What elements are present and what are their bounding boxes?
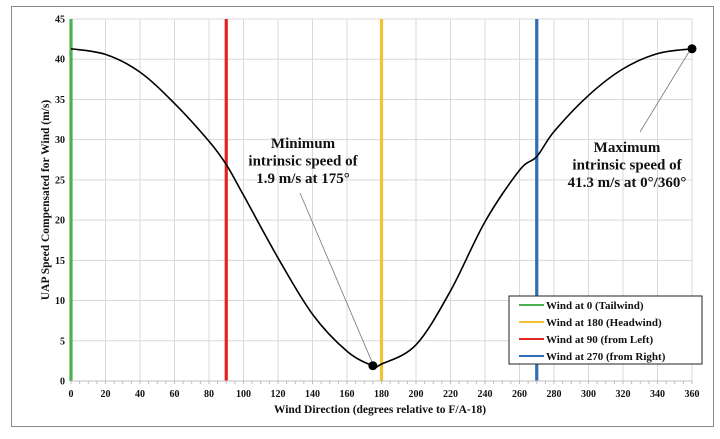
legend-label: Wind at 270 (from Right) (546, 351, 666, 363)
y-tick-label: 40 (55, 55, 65, 66)
annotation-text: 1.9 m/s at 175° (256, 171, 350, 187)
data-point-marker (687, 44, 697, 54)
annotation-text: intrinsic speed of (572, 158, 682, 174)
chart-frame (11, 6, 714, 427)
y-tick-label: 35 (55, 95, 65, 106)
annotation-text: intrinsic speed of (248, 154, 358, 170)
y-tick-label: 45 (55, 15, 65, 26)
legend-label: Wind at 0 (Tailwind) (546, 300, 644, 312)
legend-label: Wind at 180 (Headwind) (546, 317, 662, 329)
y-tick-label: 10 (55, 296, 65, 307)
x-tick-label: 180 (374, 389, 389, 400)
y-tick-label: 30 (55, 135, 65, 146)
legend: Wind at 0 (Tailwind) Wind at 180 (Headwin… (508, 295, 703, 365)
x-tick-label: 140 (305, 389, 320, 400)
y-tick-label: 20 (55, 216, 65, 227)
y-axis-title: UAP Speed Compensated for Wind (m/s) (40, 100, 52, 300)
axes: 0 20 40 60 80 100 120 140 160 180 200 220 240 260 280 3… (55, 15, 700, 401)
x-tick-label: 200 (409, 389, 424, 400)
annotation-text: Maximum (594, 140, 661, 156)
x-tick-label: 120 (271, 389, 286, 400)
x-tick-label: 360 (685, 389, 700, 400)
x-tick-label: 100 (236, 389, 251, 400)
x-tick-label: 240 (478, 389, 493, 400)
x-tick-label: 40 (135, 389, 145, 400)
reference-lines (69, 19, 539, 381)
y-tick-label: 15 (55, 256, 65, 267)
x-tick-label: 340 (650, 389, 665, 400)
x-tick-label: 80 (204, 389, 214, 400)
annotation-text: Minimum (271, 136, 336, 152)
legend-label: Wind at 90 (from Left) (546, 334, 653, 346)
x-tick-label: 320 (616, 389, 631, 400)
y-tick-label: 0 (60, 377, 65, 388)
annotation-leader-line (639, 51, 690, 133)
annotation-text: 41.3 m/s at 0°/360° (568, 175, 687, 191)
series (70, 44, 697, 371)
data-point-marker (368, 361, 378, 371)
x-tick-label: 280 (547, 389, 562, 400)
x-tick-label: 300 (581, 389, 596, 400)
x-tick-label: 160 (340, 389, 355, 400)
annotation-leader-line (299, 192, 373, 362)
x-tick-label: 60 (170, 389, 180, 400)
x-tick-label: 20 (101, 389, 111, 400)
x-tick-label: 220 (443, 389, 458, 400)
x-axis-title: Wind Direction (degrees relative to F/A-… (274, 404, 486, 416)
x-tick-label: 0 (69, 389, 74, 400)
y-tick-label: 5 (60, 336, 65, 347)
y-tick-label: 25 (55, 175, 65, 186)
legend-box (508, 295, 703, 365)
x-tick-label: 260 (512, 389, 527, 400)
